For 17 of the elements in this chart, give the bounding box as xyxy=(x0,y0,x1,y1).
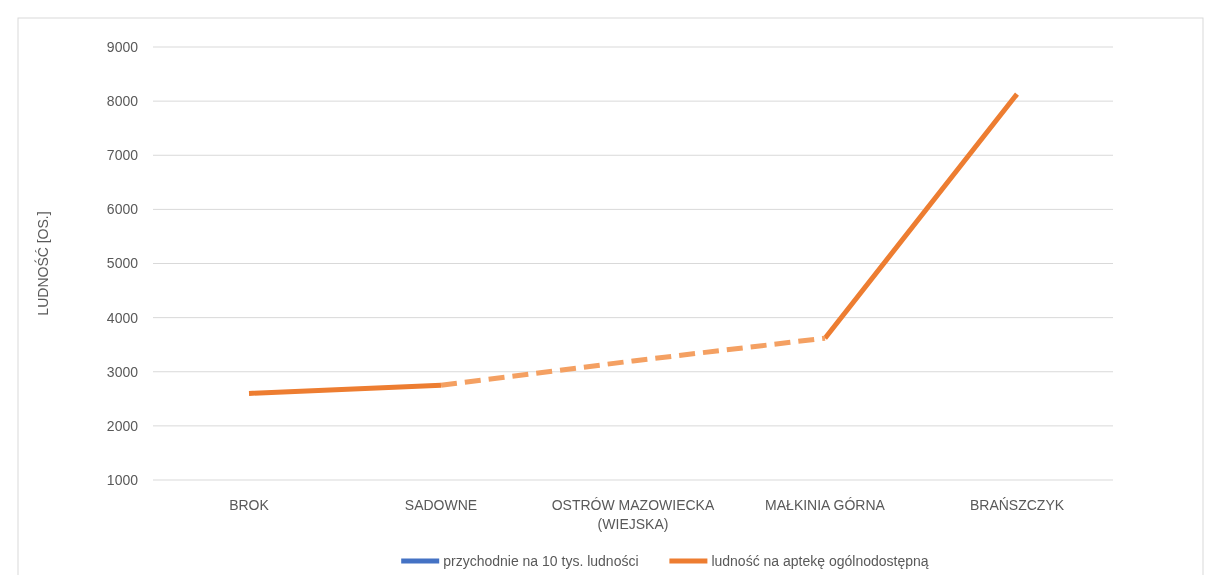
y-tick-label: 9000 xyxy=(106,38,139,55)
y-tick-label: 1000 xyxy=(106,471,139,488)
x-tick-label: BROK xyxy=(229,497,270,513)
y-tick-label: 7000 xyxy=(106,147,139,164)
x-tick-label: MAŁKINIA GÓRNA xyxy=(765,497,886,513)
x-tick-label: OSTRÓW MAZOWIECKA (WIEJSKA) xyxy=(551,497,715,532)
y-tick-label: 3000 xyxy=(106,363,139,380)
y-tick-label: 8000 xyxy=(106,93,139,110)
y-tick-label: 5000 xyxy=(106,255,139,272)
y-tick-label: 2000 xyxy=(106,417,139,434)
y-tick-label: 6000 xyxy=(106,201,139,218)
x-tick-label: BRAŃSZCZYK xyxy=(969,497,1065,513)
y-tick-label: 4000 xyxy=(106,309,139,326)
legend-label: ludność na aptekę ogólnodostępną xyxy=(711,552,929,569)
legend-label: przychodnie na 10 tys. ludności xyxy=(443,552,639,569)
x-tick-label: SADOWNE xyxy=(404,497,478,513)
y-axis-title: LUDNOŚĆ [OS.] xyxy=(34,211,51,316)
